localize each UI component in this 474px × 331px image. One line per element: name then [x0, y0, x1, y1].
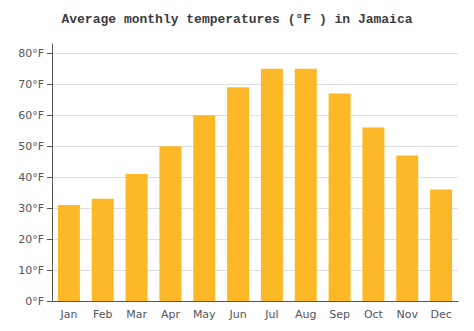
svg-text:Jan: Jan [59, 308, 77, 321]
svg-text:30°F: 30°F [18, 202, 44, 215]
svg-text:Mar: Mar [126, 308, 147, 321]
svg-text:40°F: 40°F [18, 171, 44, 184]
svg-text:May: May [193, 308, 216, 321]
svg-text:Average monthly temperatures (: Average monthly temperatures (°F ) in Ja… [61, 12, 412, 27]
svg-text:Oct: Oct [364, 308, 384, 321]
svg-text:50°F: 50°F [18, 140, 44, 153]
svg-text:70°F: 70°F [18, 78, 44, 91]
svg-text:Aug: Aug [295, 308, 316, 321]
svg-text:Sep: Sep [329, 308, 350, 321]
svg-text:0°F: 0°F [25, 295, 44, 308]
svg-text:Nov: Nov [397, 308, 419, 321]
svg-text:Jun: Jun [228, 308, 246, 321]
svg-text:Apr: Apr [161, 308, 181, 321]
svg-text:Jul: Jul [264, 308, 278, 321]
svg-text:60°F: 60°F [18, 109, 44, 122]
svg-text:10°F: 10°F [18, 264, 44, 277]
svg-text:Dec: Dec [430, 308, 451, 321]
svg-text:20°F: 20°F [18, 233, 44, 246]
svg-text:Feb: Feb [93, 308, 112, 321]
svg-text:80°F: 80°F [18, 47, 44, 60]
